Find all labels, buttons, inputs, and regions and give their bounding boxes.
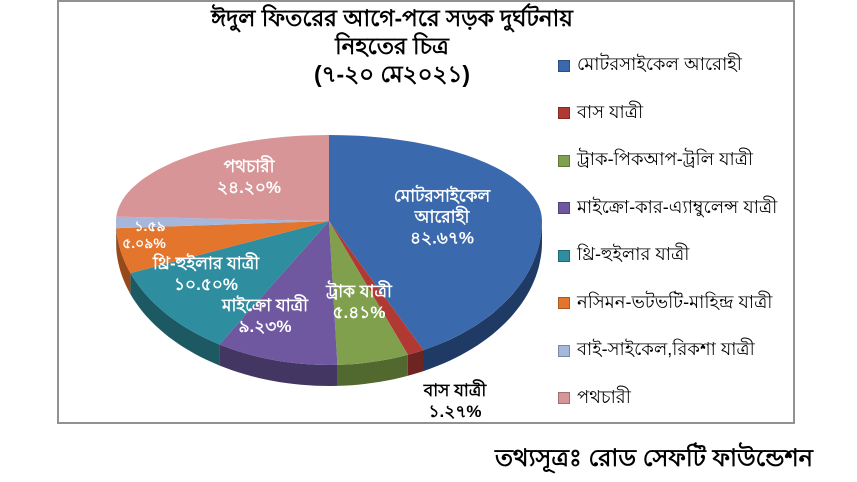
pie-slice — [219, 221, 338, 365]
legend-label: বাই-সাইকেল,রিকশা যাত্রী — [577, 339, 755, 360]
legend-swatch-icon — [558, 202, 570, 215]
legend-item: থ্রি-হুইলার যাত্রী — [558, 232, 777, 280]
legend-item: নসিমন-ভটভটি-মাহিন্দ্র যাত্রী — [558, 280, 777, 328]
legend-label: মাইক্রো-কার-এ্যাম্বুলেন্স যাত্রী — [577, 196, 778, 217]
pie-slice-side — [130, 273, 220, 366]
chart-title-line-1: ঈদুল ফিতরের আগে-পরে সড়ক দুর্ঘটনায় — [211, 5, 573, 31]
legend-item: পথচারী — [558, 375, 777, 423]
chart-title-line-2: নিহতের চিত্র — [335, 33, 449, 59]
legend-item: মোটরসাইকেল আরোহী — [558, 42, 777, 90]
pie-slice — [329, 221, 408, 365]
chart-area: ঈদুল ফিতরের আগে-পরে সড়ক দুর্ঘটনায় নিহত… — [57, 0, 795, 424]
legend-item: বাস যাত্রী — [558, 90, 777, 138]
legend-swatch-icon — [558, 154, 570, 167]
pie-slice-side — [116, 228, 131, 295]
pie-slice — [116, 221, 329, 274]
legend-label: নসিমন-ভটভটি-মাহিন্দ্র যাত্রী — [577, 291, 773, 312]
legend-item: বাই-সাইকেল,রিকশা যাত্রী — [558, 327, 777, 375]
pie-slice — [329, 221, 424, 355]
pie-slice-side — [423, 221, 542, 372]
pie-slice — [329, 135, 542, 351]
legend-item: ট্রাক-পিকআপ-ট্রলি যাত্রী — [558, 137, 777, 185]
pie-slice-side — [337, 354, 408, 386]
legend-label: থ্রি-হুইলার যাত্রী — [577, 244, 690, 265]
pie-slice — [116, 135, 329, 221]
source-text: তথ্যসূত্রঃ রোড সেফটি ফাউন্ডেশন — [495, 445, 813, 472]
chart-title: ঈদুল ফিতরের আগে-পরে সড়ক দুর্ঘটনায় নিহত… — [162, 4, 622, 88]
chart-title-line-3: (৭-২০ মে২০২১) — [313, 61, 471, 87]
pie-slice-side — [407, 350, 424, 376]
legend-label: পথচারী — [577, 386, 631, 407]
legend-item: মাইক্রো-কার-এ্যাম্বুলেন্স যাত্রী — [558, 185, 777, 233]
legend-label: মোটরসাইকেল আরোহী — [577, 54, 742, 75]
pie-slice-side — [219, 344, 338, 386]
legend-swatch-icon — [558, 59, 570, 72]
pie-slice — [116, 216, 329, 229]
legend-swatch-icon — [558, 107, 570, 120]
legend-label: বাস যাত্রী — [577, 101, 644, 122]
chart-legend: মোটরসাইকেল আরোহী বাস যাত্রী ট্রাক-পিকআপ-ট্… — [558, 42, 777, 422]
legend-swatch-icon — [558, 392, 570, 405]
pie-chart — [116, 135, 542, 386]
legend-swatch-icon — [558, 297, 570, 310]
legend-swatch-icon — [558, 249, 570, 262]
pie-slice — [130, 221, 329, 345]
legend-swatch-icon — [558, 344, 570, 357]
legend-label: ট্রাক-পিকআপ-ট্রলি যাত্রী — [577, 149, 754, 170]
